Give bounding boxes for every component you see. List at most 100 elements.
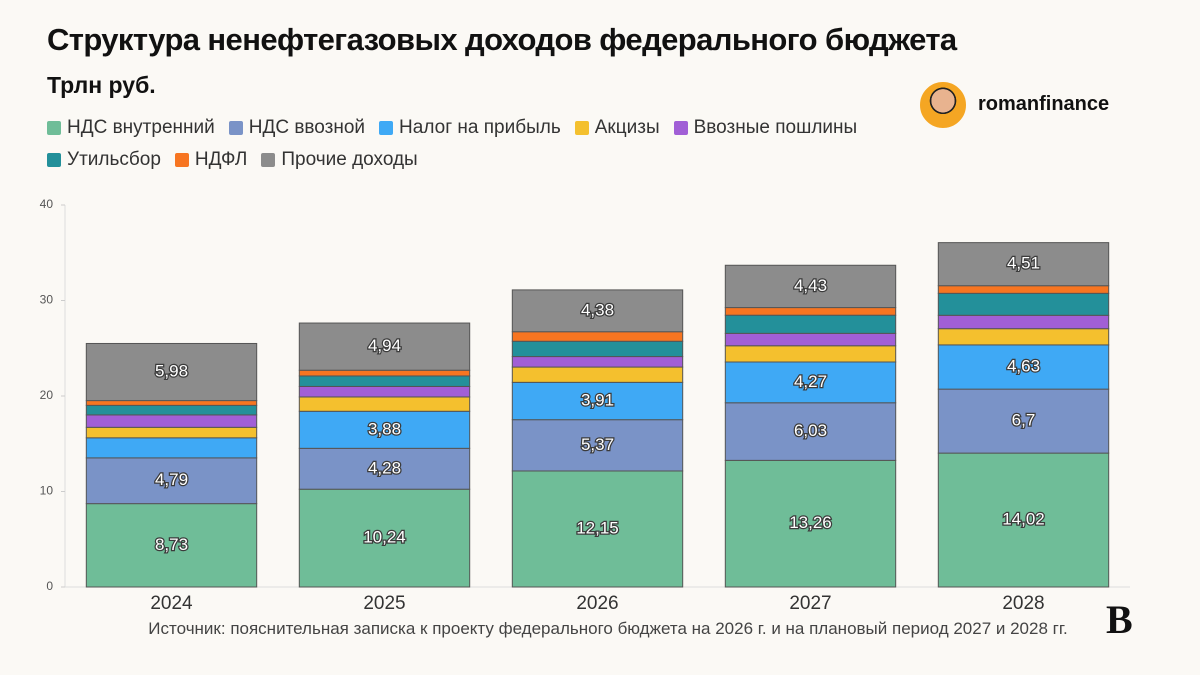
legend-swatch xyxy=(228,121,243,135)
legend-label: Налог на прибыль xyxy=(399,117,561,138)
value-label: 4,43 xyxy=(794,276,827,295)
value-label: 10,24 xyxy=(363,528,406,547)
value-label: 4,51 xyxy=(1007,254,1040,273)
value-label: 4,94 xyxy=(368,336,401,355)
y-tick-label: 40 xyxy=(40,197,54,211)
legend-swatch xyxy=(47,153,61,167)
value-label: 13,26 xyxy=(789,513,832,532)
value-label: 3,88 xyxy=(368,419,401,438)
bar-segment xyxy=(937,292,1110,316)
bar-segment xyxy=(511,366,684,383)
chart-subtitle: Трлн руб. xyxy=(47,72,156,98)
legend-label: Акцизы xyxy=(594,117,660,138)
legend-label: НДФЛ xyxy=(194,149,248,170)
bar-segment xyxy=(298,396,471,412)
legend-item: НДС внутренний xyxy=(47,117,215,139)
bar-segment xyxy=(298,322,471,371)
y-tick-label: 10 xyxy=(40,484,54,498)
legend-swatch xyxy=(379,121,394,135)
chart-title: Структура ненефтегазовых доходов федерал… xyxy=(47,22,957,57)
bar-segment xyxy=(298,369,471,377)
bar-segment xyxy=(937,285,1110,294)
legend-swatch xyxy=(673,121,688,135)
value-label: 12,15 xyxy=(576,518,619,537)
legend-swatch xyxy=(574,121,589,135)
bar-segment xyxy=(937,328,1110,346)
legend-item: НДФЛ xyxy=(174,149,248,171)
bar-segment xyxy=(937,314,1110,330)
value-label: 4,79 xyxy=(155,470,188,489)
bar-segment xyxy=(85,414,258,428)
value-label: 5,37 xyxy=(581,435,614,454)
bar-segment xyxy=(511,381,684,421)
y-tick-label: 30 xyxy=(40,293,54,307)
bar-segment xyxy=(511,356,684,368)
legend-item: Утильсбор xyxy=(47,149,161,171)
bar-segment xyxy=(724,264,897,309)
bar-segment xyxy=(85,342,258,402)
source-note: Источник: пояснительная записка к проект… xyxy=(148,619,1068,638)
legend-label: НДС внутренний xyxy=(67,117,215,138)
legend-label: Ввозные пошлины xyxy=(693,117,858,138)
y-tick-label: 0 xyxy=(46,579,53,593)
legend-swatch xyxy=(174,153,189,167)
legend-item: Налог на прибыль xyxy=(379,117,561,139)
legend-swatch xyxy=(47,121,61,135)
bar-segment xyxy=(937,344,1110,390)
avatar xyxy=(920,82,966,128)
bar-segment xyxy=(298,385,471,398)
value-label: 8,73 xyxy=(155,535,188,554)
legend-label: Утильсбор xyxy=(67,149,161,170)
legend-item: Прочие доходы xyxy=(261,149,418,171)
bar-segment xyxy=(724,307,897,316)
bar-segment xyxy=(85,426,258,439)
legend-item: Акцизы xyxy=(574,117,660,139)
bar-segment xyxy=(724,345,897,363)
bar-segment xyxy=(724,314,897,334)
bar-segment xyxy=(85,404,258,416)
value-label: 4,63 xyxy=(1007,357,1040,376)
value-label: 4,28 xyxy=(368,458,401,477)
bar-segment xyxy=(511,340,684,358)
bar-segment xyxy=(724,402,897,461)
bar-segment xyxy=(298,488,471,588)
bar-segment xyxy=(298,375,471,387)
value-label: 5,98 xyxy=(155,362,188,381)
value-label: 4,38 xyxy=(581,300,614,319)
legend-swatch xyxy=(261,153,276,167)
x-tick-label: 2024 xyxy=(150,593,193,614)
legend: НДС внутренний НДС ввозной Налог на прибыл… xyxy=(47,117,907,171)
bar-segment xyxy=(298,410,471,449)
brand: romanfinance xyxy=(978,93,1110,115)
legend-item: Ввозные пошлины xyxy=(673,117,858,139)
x-tick-label: 2026 xyxy=(576,593,618,614)
value-label: 14,02 xyxy=(1002,510,1045,529)
bar-segment xyxy=(85,400,258,406)
bar-segment xyxy=(511,331,684,342)
value-label: 6,7 xyxy=(1012,411,1036,430)
value-label: 3,91 xyxy=(581,390,614,409)
bar-segment xyxy=(85,437,258,459)
bar-segment xyxy=(511,470,684,588)
logo: В xyxy=(1106,597,1133,642)
legend-label: Прочие доходы xyxy=(281,149,418,170)
bar-segment xyxy=(511,419,684,472)
x-tick-label: 2025 xyxy=(363,593,405,614)
value-label: 6,03 xyxy=(794,421,827,440)
bar-segment xyxy=(511,289,684,333)
x-tick-label: 2027 xyxy=(789,593,831,614)
value-label: 4,27 xyxy=(794,372,827,391)
x-tick-label: 2028 xyxy=(1002,593,1044,614)
bar-segment xyxy=(937,242,1110,287)
bar-segment xyxy=(724,459,897,588)
bar-segment xyxy=(85,457,258,505)
y-tick-label: 20 xyxy=(40,388,54,402)
bar-segment xyxy=(724,332,897,347)
bar-segment xyxy=(85,503,258,588)
legend-item: НДС ввозной xyxy=(228,117,366,139)
legend-label: НДС ввозной xyxy=(248,117,366,138)
bar-segment xyxy=(298,447,471,490)
bar-segment xyxy=(724,361,897,404)
